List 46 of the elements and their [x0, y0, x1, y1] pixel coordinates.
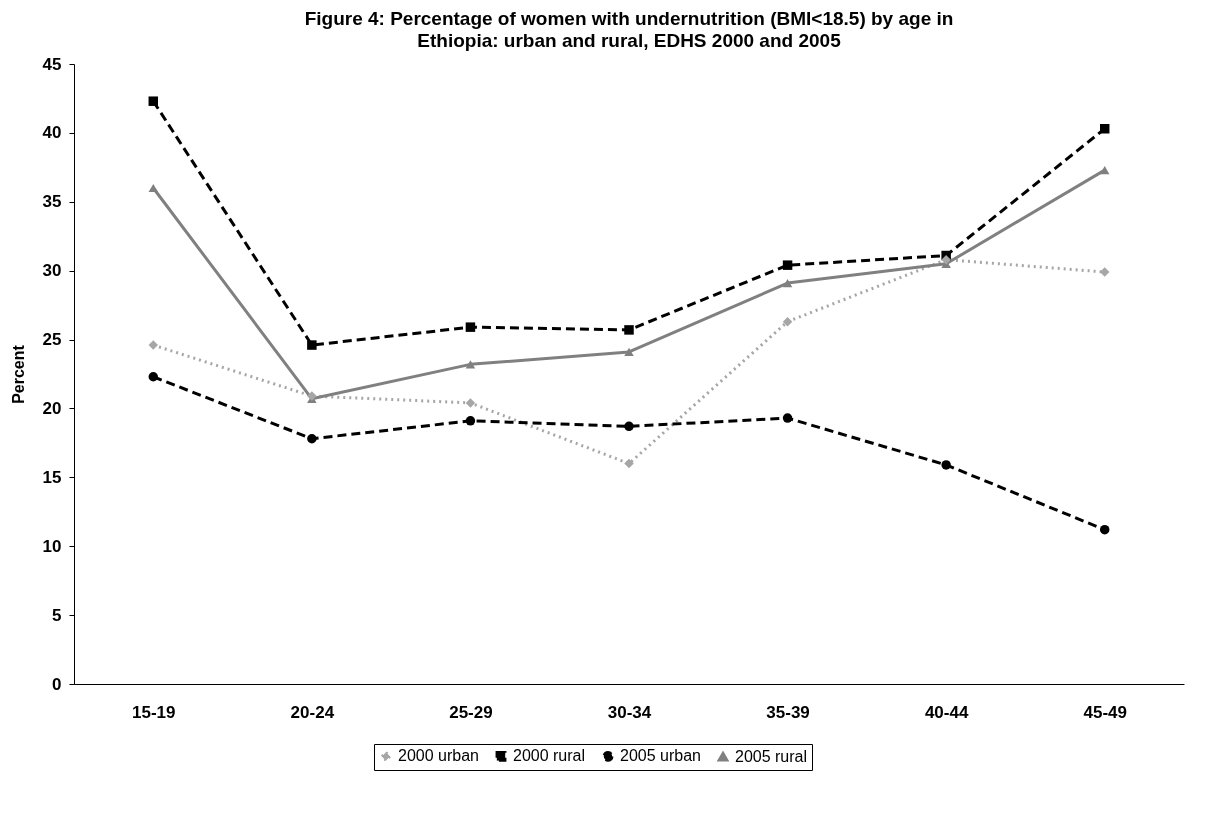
y-tick-label: 40: [42, 123, 62, 143]
x-tick-label: 45-49: [1083, 702, 1127, 722]
point: [782, 316, 793, 327]
legend-label: 2005 rural: [735, 747, 808, 765]
point: [1099, 165, 1110, 175]
y-tick-label: 10: [42, 536, 62, 556]
y-axis-title: Percent: [9, 344, 27, 404]
point: [782, 260, 793, 270]
y-tick-label: 35: [42, 192, 62, 212]
point: [465, 360, 476, 369]
y-tick-label: 30: [42, 261, 62, 281]
y-tick-label: 15: [42, 467, 62, 487]
x-tick-label: 30-34: [607, 702, 652, 722]
point: [307, 340, 317, 350]
point: [148, 183, 159, 193]
point: [1099, 524, 1110, 535]
point: [624, 347, 634, 357]
chart-title: Figure 4: Percentage of women with undernutrition (BMI<18.5) by age in Ethiopia: urban and rural, EDHS 2000 and 2005: [304, 8, 954, 51]
y-tick-label: 5: [52, 605, 62, 625]
point: [465, 398, 476, 408]
x-tick-label: 25-29: [449, 702, 493, 722]
point: [941, 460, 951, 470]
legend-label: 2000 urban: [398, 747, 479, 765]
y-tick-label: 0: [52, 674, 62, 694]
point: [624, 458, 634, 469]
point: [148, 96, 159, 106]
y-tick-label: 25: [42, 330, 62, 350]
x-tick-label: 15-19: [132, 702, 176, 722]
x-tick-label: 40-44: [924, 702, 969, 722]
point: [941, 254, 951, 265]
legend-label: 2000 rural: [513, 747, 586, 765]
y-tick-label: 45: [42, 54, 62, 74]
x-tick-label: 20-24: [290, 702, 335, 722]
point: [782, 278, 793, 288]
point: [148, 340, 159, 350]
point: [624, 325, 634, 335]
point: [1099, 124, 1110, 134]
point: [782, 413, 793, 423]
point: [307, 434, 317, 444]
point: [465, 416, 476, 426]
legend-label: 2005 urban: [620, 747, 701, 765]
x-tick-label: 35-39: [766, 702, 810, 722]
point: [465, 322, 476, 332]
point: [148, 372, 159, 382]
point: [624, 421, 634, 432]
y-tick-label: 20: [42, 398, 62, 418]
